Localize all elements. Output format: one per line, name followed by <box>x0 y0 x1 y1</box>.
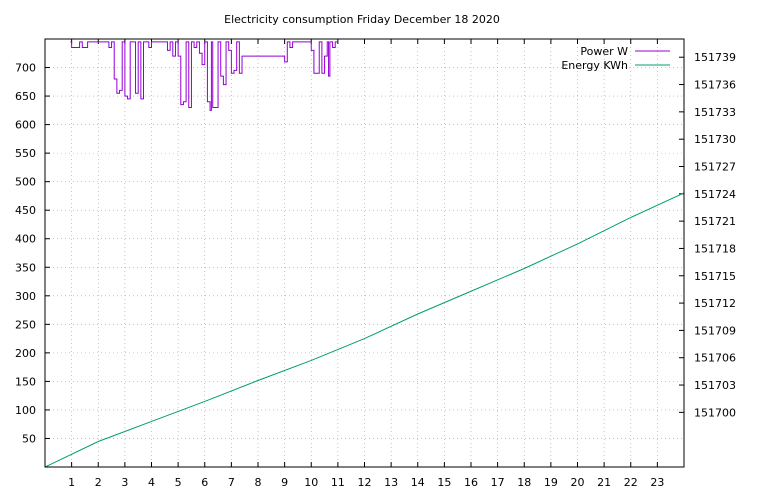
y-tick-label: 100 <box>15 404 36 417</box>
y-tick-label: 450 <box>15 204 36 217</box>
x-tick-label: 4 <box>148 476 155 489</box>
x-tick-label: 23 <box>650 476 664 489</box>
x-tick-label: 2 <box>95 476 102 489</box>
grid <box>45 39 684 467</box>
x-tick-label: 14 <box>411 476 425 489</box>
x-tick-label: 15 <box>437 476 451 489</box>
y-tick-label: 700 <box>15 62 36 75</box>
x-tick-label: 10 <box>304 476 318 489</box>
y-tick-label: 50 <box>22 432 36 445</box>
y2-tick-label: 151739 <box>694 51 736 64</box>
x-tick-label: 16 <box>464 476 478 489</box>
y-tick-label: 550 <box>15 147 36 160</box>
y-tick-label: 300 <box>15 290 36 303</box>
y2-tick-label: 151715 <box>694 270 736 283</box>
x-tick-label: 11 <box>331 476 345 489</box>
x-tick-label: 13 <box>384 476 398 489</box>
y2-tick-label: 151730 <box>694 133 736 146</box>
x-tick-label: 6 <box>201 476 208 489</box>
x-axis: 1 2 3 4 5 6 7 8 9 10 11 12 13 14 15 16 17 18 19 20 21 22 23 <box>68 39 664 489</box>
x-tick-label: 21 <box>597 476 611 489</box>
x-tick-label: 8 <box>255 476 262 489</box>
series-power-line <box>70 41 338 111</box>
y2-tick-label: 151736 <box>694 79 736 92</box>
y-axis-right: 151700 151703 151706 151709 151712 151715 1517… <box>679 51 736 419</box>
y2-tick-label: 151700 <box>694 406 736 419</box>
y2-tick-label: 151727 <box>694 160 736 173</box>
legend: Power W Energy KWh <box>561 45 670 72</box>
series-energy-line <box>45 192 684 467</box>
legend-label-energy: Energy KWh <box>561 59 628 72</box>
y-tick-label: 400 <box>15 233 36 246</box>
y-tick-label: 150 <box>15 375 36 388</box>
x-tick-label: 17 <box>491 476 505 489</box>
x-tick-label: 19 <box>544 476 558 489</box>
x-tick-label: 12 <box>358 476 372 489</box>
x-tick-label: 20 <box>571 476 585 489</box>
x-tick-label: 5 <box>175 476 182 489</box>
y2-tick-label: 151733 <box>694 106 736 119</box>
x-tick-label: 9 <box>281 476 288 489</box>
x-tick-label: 18 <box>517 476 531 489</box>
x-tick-label: 1 <box>68 476 75 489</box>
plot-area <box>45 41 684 467</box>
chart-title: Electricity consumption Friday December … <box>224 13 500 26</box>
x-tick-label: 7 <box>228 476 235 489</box>
y2-tick-label: 151712 <box>694 297 736 310</box>
y-axis-left: 50 100 150 200 250 300 350 400 450 500 550 600 650 70… <box>15 62 50 445</box>
y-tick-label: 650 <box>15 90 36 103</box>
legend-label-power: Power W <box>580 45 628 58</box>
y2-tick-label: 151703 <box>694 379 736 392</box>
y-tick-label: 500 <box>15 176 36 189</box>
y-tick-label: 600 <box>15 119 36 132</box>
y-tick-label: 250 <box>15 318 36 331</box>
y2-tick-label: 151706 <box>694 352 736 365</box>
y-tick-label: 350 <box>15 261 36 274</box>
y2-tick-label: 151718 <box>694 242 736 255</box>
plot-border <box>44 38 685 468</box>
x-tick-label: 3 <box>121 476 128 489</box>
y2-tick-label: 151721 <box>694 215 736 228</box>
x-tick-label: 22 <box>624 476 638 489</box>
y2-tick-label: 151724 <box>694 188 736 201</box>
y-tick-label: 200 <box>15 347 36 360</box>
y2-tick-label: 151709 <box>694 324 736 337</box>
